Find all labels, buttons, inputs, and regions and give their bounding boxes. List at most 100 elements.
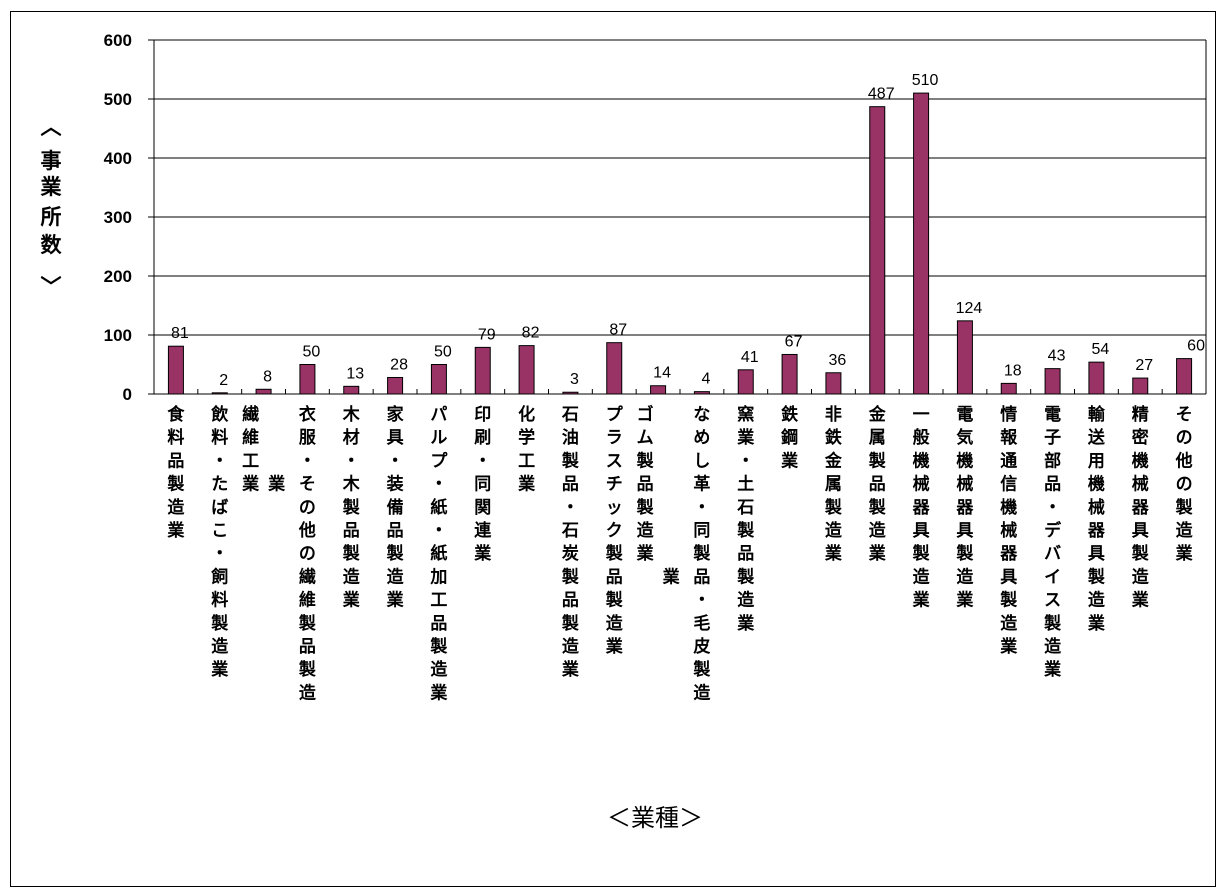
category-label-char: 部 xyxy=(1044,450,1061,471)
category-label-char: 械 xyxy=(1088,497,1105,518)
axis-layer xyxy=(148,39,1207,395)
category-label-char: 製 xyxy=(166,474,184,495)
y-tick-label: 400 xyxy=(104,149,132,168)
bar xyxy=(913,92,930,395)
category-label-char: 業 xyxy=(663,566,680,587)
category-label-char: そ xyxy=(1176,405,1193,425)
category-label-char: の xyxy=(299,498,316,518)
category-label-char: 製 xyxy=(1043,613,1061,634)
y-axis-title: ︿ 事業所数 ﹀ xyxy=(41,115,63,299)
category-label-char: 鉄 xyxy=(825,427,842,448)
bar xyxy=(430,364,447,395)
category-label-char: ゴ xyxy=(637,404,654,425)
category-label-char: 家 xyxy=(387,404,404,425)
category-label-char: 維 xyxy=(299,590,316,611)
category-label-char: 造 xyxy=(299,683,317,703)
category-label-char: チ xyxy=(606,475,623,495)
category-label-char: 情 xyxy=(1000,404,1017,425)
category-label-char: 製 xyxy=(429,636,447,657)
category-label-char: 製 xyxy=(1175,497,1193,518)
data-label: 13 xyxy=(346,365,364,382)
category-label-char: 業 xyxy=(1132,590,1149,611)
data-label: 36 xyxy=(829,352,847,369)
category-label-char: ッ xyxy=(606,498,623,518)
category-label-char: プ xyxy=(606,404,624,425)
bar xyxy=(299,364,316,395)
category-label-char: 造 xyxy=(869,521,887,541)
category-label-char: 毛 xyxy=(693,613,710,634)
category-label-char: 製 xyxy=(955,543,973,564)
category-label-char: 機 xyxy=(1000,497,1017,518)
x-axis-title: ＜業種＞ xyxy=(607,804,703,832)
y-axis-title-char: ﹀ xyxy=(41,275,62,299)
category-label-char: ・ xyxy=(1044,498,1061,518)
y-axis-title-char: ︿ xyxy=(41,115,62,139)
y-tick-label: 100 xyxy=(104,326,132,345)
bar xyxy=(255,388,272,395)
category-label-char: 製 xyxy=(1131,543,1149,564)
data-label: 18 xyxy=(1004,362,1022,379)
category-label-char: 製 xyxy=(868,497,886,518)
category-label-char: 同 xyxy=(693,521,710,541)
category-label-char: 製 xyxy=(210,613,228,634)
bar xyxy=(387,376,404,395)
category-label-char: 材 xyxy=(343,427,360,448)
category-label-char: 紙 xyxy=(430,497,447,518)
category-label-char: し xyxy=(693,451,710,471)
category-label-char: 機 xyxy=(956,450,973,471)
data-label: 43 xyxy=(1048,348,1066,365)
category-label-char: ば xyxy=(211,498,228,518)
category-label-char: 装 xyxy=(386,474,404,495)
chart-frame: 0 100 200 300 400 500 600 81 2 8 50 13 28 50 79 82 3 87 14… xyxy=(10,11,1216,887)
category-label-char: バ xyxy=(1044,544,1061,564)
category-label-char: ラ xyxy=(606,428,623,448)
data-label: 60 xyxy=(1187,338,1205,355)
category-label-char: ム xyxy=(637,428,654,448)
data-label: 124 xyxy=(956,300,983,317)
bar xyxy=(650,385,667,395)
category-label-char: こ xyxy=(211,521,228,541)
category-label-char: ・ xyxy=(299,451,316,471)
category-label-char: 製 xyxy=(298,613,316,634)
category-label-char: 製 xyxy=(298,659,316,680)
category-label-char: 造 xyxy=(430,660,448,680)
category-label-char: 業 xyxy=(343,590,360,611)
category-label-char: 器 xyxy=(912,498,931,518)
category-label-char: 業 xyxy=(268,474,285,495)
category-label-char: 機 xyxy=(913,450,930,471)
category-label-char: 金 xyxy=(868,404,887,425)
category-label-char: ル xyxy=(430,428,447,448)
data-label: 79 xyxy=(478,326,496,343)
category-label-char: 製 xyxy=(824,497,842,518)
category-label-char: 刷 xyxy=(474,428,491,448)
category-label-char: そ xyxy=(299,475,316,495)
category-label-char: 炭 xyxy=(562,543,579,564)
category-label-char: 製 xyxy=(605,543,623,564)
category-label-char: 製 xyxy=(736,566,754,587)
category-label-char: 業 xyxy=(167,520,184,541)
category-label-char: 器 xyxy=(1131,498,1150,518)
y-tick-label: 300 xyxy=(104,208,132,227)
data-label: 14 xyxy=(653,365,671,382)
category-label-char: 衣 xyxy=(299,404,316,425)
category-label-char: 製 xyxy=(692,543,710,564)
category-label-char: 精 xyxy=(1132,404,1149,425)
category-label-char: 食 xyxy=(167,404,185,425)
category-label-char: 造 xyxy=(211,637,229,657)
category-label-char: 具 xyxy=(1087,544,1105,564)
category-label-char: 品 xyxy=(637,475,654,495)
category-label-char: 業 xyxy=(242,474,259,495)
data-label: 27 xyxy=(1135,357,1153,374)
category-label-char: 電 xyxy=(1044,405,1061,425)
category-label-char: 業 xyxy=(1176,543,1193,564)
category-label-char: 般 xyxy=(913,427,930,448)
category-label-char: 工 xyxy=(430,591,447,611)
category-label-char: プ xyxy=(430,450,448,471)
grid-layer xyxy=(154,39,1206,336)
bar xyxy=(956,320,973,395)
category-label-char: 鋼 xyxy=(780,427,798,448)
data-label: 67 xyxy=(785,333,803,350)
y-axis-title-char: 所 xyxy=(41,205,62,229)
category-label-char: 通 xyxy=(1000,451,1017,471)
category-label-char: 輸 xyxy=(1088,404,1106,425)
